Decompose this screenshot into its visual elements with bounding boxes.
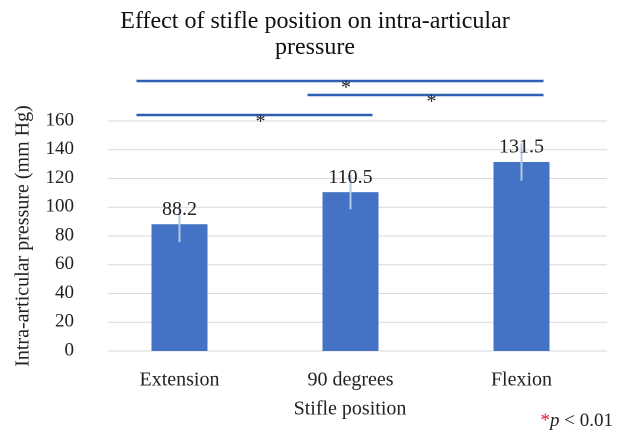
significance-marker: * — [256, 111, 266, 133]
footnote: *p < 0.01 — [541, 410, 613, 432]
significance-marker: * — [427, 91, 437, 113]
y-tick-label: 60 — [55, 253, 74, 274]
y-tick-label: 120 — [46, 167, 75, 188]
y-tick-label: 100 — [46, 196, 75, 217]
chart-title: Effect of stifle position on intra-artic… — [120, 8, 510, 60]
bar — [493, 161, 550, 351]
footnote-condition: < 0.01 — [564, 410, 613, 431]
y-tick-label: 160 — [46, 109, 75, 130]
bar — [322, 192, 379, 351]
bar — [151, 224, 208, 351]
data-label: 110.5 — [328, 166, 372, 188]
footnote-variable: p — [550, 410, 560, 431]
significance-marker: * — [341, 77, 351, 99]
y-tick-label: 20 — [55, 311, 74, 332]
y-tick-label: 40 — [55, 282, 74, 303]
footnote-symbol: * — [540, 410, 551, 431]
data-label: 131.5 — [499, 136, 544, 158]
y-tick-label: 80 — [55, 224, 74, 245]
x-tick-label: Extension — [140, 369, 220, 391]
x-axis-title: Stifle position — [294, 398, 407, 420]
y-axis-title: Intra-articular pressure (mm Hg) — [12, 105, 34, 367]
x-tick-label: Flexion — [491, 369, 552, 391]
y-tick-label: 140 — [46, 138, 75, 159]
data-label: 88.2 — [162, 198, 197, 220]
y-tick-label: 0 — [65, 339, 75, 360]
x-tick-label: 90 degrees — [307, 369, 393, 391]
